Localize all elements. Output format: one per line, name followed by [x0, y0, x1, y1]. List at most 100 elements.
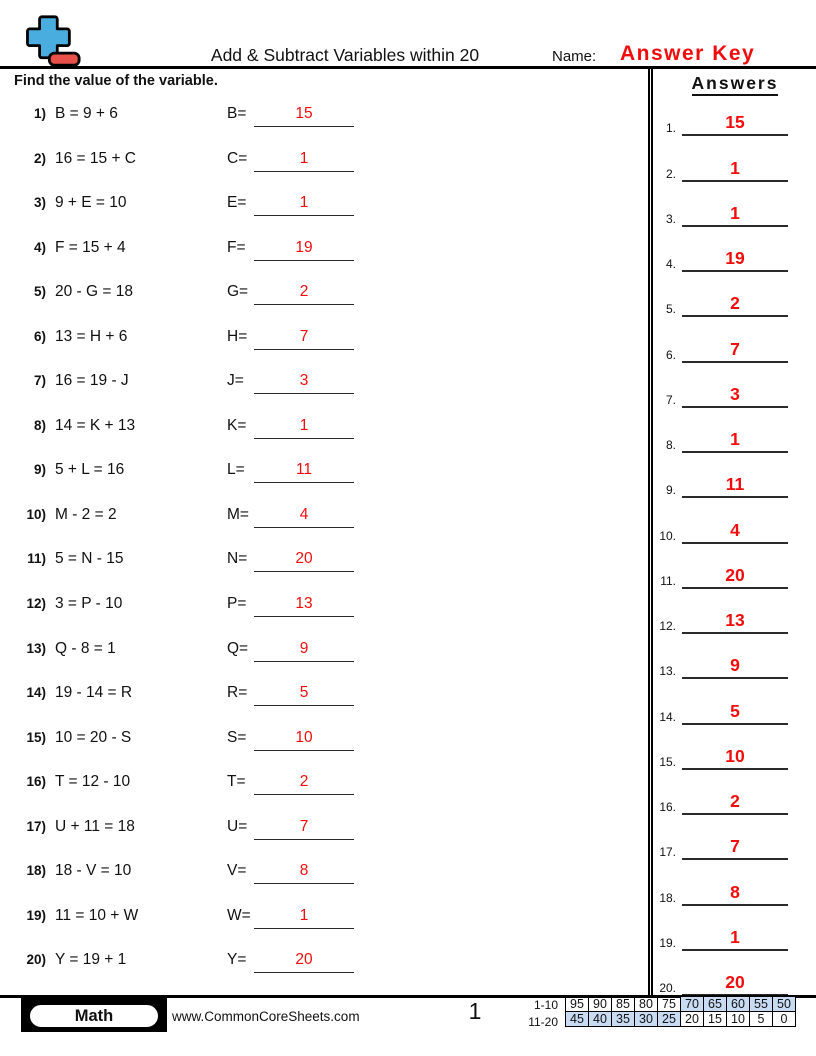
variable-label: E=: [227, 194, 247, 212]
problem-equation: 16 = 15 + C: [55, 149, 137, 167]
variable-label: G=: [227, 283, 249, 301]
problem-equation: 13 = H + 6: [55, 327, 128, 345]
answer-blank: 1: [254, 150, 354, 172]
score-cell: 20: [680, 1010, 704, 1028]
answer-list-item: 8. 1: [652, 408, 812, 453]
problem-number: 14): [26, 685, 46, 701]
answer-blank: 8: [254, 862, 354, 885]
answer-list-item: 1. 15: [652, 91, 812, 137]
answer-item-blank: 11: [682, 474, 788, 499]
score-row-labels: 1-10 11-20: [492, 997, 562, 1032]
problem-equation: 19 - 14 = R: [55, 684, 133, 702]
problem-equation: 16 = 19 - J: [55, 372, 129, 390]
score-row-label: 11-20: [528, 1015, 558, 1030]
variable-label: L=: [227, 461, 245, 479]
instruction-text: Find the value of the variable.: [14, 73, 218, 89]
answer-item-number: 9.: [665, 483, 676, 498]
answer-item-blank: 2: [682, 791, 788, 815]
problem-equation: F = 15 + 4: [55, 238, 126, 256]
score-table-row: 95 90 85 80 75 70 65 60 55 50: [565, 995, 796, 1012]
score-cell: 90: [588, 995, 612, 1012]
answer-list-item: 15. 10: [652, 725, 812, 770]
minus-icon: [47, 51, 81, 67]
answer-item-blank: 1: [682, 927, 788, 951]
problem-equation: 9 + E = 10: [55, 194, 127, 212]
problem-row: 5) 20 - G = 18 G= 2: [0, 274, 640, 319]
answer-list-item: 13. 9: [652, 634, 812, 680]
answer-list-item: 20. 20: [652, 951, 812, 996]
answer-value: 4: [299, 505, 309, 523]
answer-value: 10: [295, 728, 313, 746]
answer-value: 2: [299, 773, 309, 791]
problem-row: 13) Q - 8 = 1 Q= 9: [0, 631, 640, 676]
variable-label: S=: [227, 728, 247, 746]
answers-heading: Answers: [660, 73, 810, 96]
problem-number: 20): [26, 952, 46, 968]
answer-item-number: 2.: [665, 166, 676, 181]
answer-item-number: 12.: [659, 619, 676, 633]
problem-row: 6) 13 = H + 6 H= 7: [0, 319, 640, 364]
score-cell: 85: [611, 995, 635, 1012]
subject-badge: Math: [21, 997, 167, 1032]
problem-number: 13): [26, 640, 46, 656]
score-cell: 80: [634, 995, 658, 1012]
score-cell: 25: [657, 1010, 681, 1028]
answer-list-item: 6. 7: [652, 317, 812, 363]
problem-row: 11) 5 = N - 15 N= 20: [0, 541, 640, 586]
problem-equation: 5 = N - 15: [55, 550, 124, 568]
answer-list-item: 5. 2: [652, 272, 812, 318]
answer-list-item: 12. 13: [652, 589, 812, 634]
score-cell: 95: [565, 995, 589, 1012]
answer-item-number: 3.: [665, 211, 676, 226]
variable-label: N=: [227, 550, 248, 568]
answer-value: 19: [295, 238, 313, 256]
variable-label: W=: [227, 906, 251, 924]
footer-divider: [0, 995, 816, 998]
answer-item-number: 17.: [659, 845, 676, 860]
problem-number: 5): [33, 284, 46, 300]
problem-row: 20) Y = 19 + 1 Y= 20: [0, 942, 640, 987]
score-cell: 55: [749, 995, 773, 1012]
problem-row: 16) T = 12 - 10 T= 2: [0, 764, 640, 809]
answer-list-item: 7. 3: [652, 363, 812, 408]
answer-value: 15: [295, 105, 313, 122]
variable-label: R=: [227, 684, 248, 702]
answer-item-number: 5.: [665, 302, 676, 317]
answer-item-number: 15.: [659, 754, 676, 769]
problem-number: 6): [33, 328, 46, 344]
problem-number: 16): [26, 774, 46, 790]
problem-number: 18): [26, 863, 46, 879]
subject-pill: Math: [28, 1003, 160, 1029]
answer-item-blank: 13: [682, 610, 788, 634]
answer-blank: 7: [254, 328, 354, 350]
answer-item-blank: 19: [682, 248, 788, 272]
score-cell: 60: [726, 995, 750, 1012]
answer-value: 1: [299, 416, 309, 434]
plus-minus-icon: [26, 15, 81, 67]
problem-equation: 3 = P - 10: [55, 595, 123, 613]
variable-label: P=: [227, 595, 247, 613]
answer-value: 8: [299, 862, 309, 880]
answer-value: 1: [299, 906, 309, 924]
score-cell: 65: [703, 995, 727, 1012]
score-cell: 10: [726, 1010, 750, 1028]
answer-item-blank: 2: [682, 293, 788, 318]
answer-item-blank: 10: [682, 746, 788, 770]
answer-blank: 11: [254, 461, 354, 484]
answer-item-number: 20.: [659, 981, 676, 995]
answer-item-number: 19.: [659, 935, 676, 950]
variable-label: M=: [227, 505, 249, 523]
answer-item-number: 18.: [659, 890, 676, 905]
answer-item-blank: 20: [682, 565, 788, 589]
variable-label: H=: [227, 327, 248, 345]
problem-equation: Y = 19 + 1: [55, 951, 127, 969]
score-cell: 35: [611, 1010, 635, 1028]
answer-item-blank: 1: [682, 203, 788, 227]
score-cell: 50: [772, 995, 796, 1012]
answer-value: 7: [299, 817, 309, 835]
answer-blank: 1: [254, 417, 354, 439]
problem-equation: B = 9 + 6: [55, 105, 118, 122]
problem-row: 8) 14 = K + 13 K= 1: [0, 408, 640, 453]
subject-label: Math: [74, 1007, 114, 1025]
problem-number: 19): [26, 907, 46, 923]
